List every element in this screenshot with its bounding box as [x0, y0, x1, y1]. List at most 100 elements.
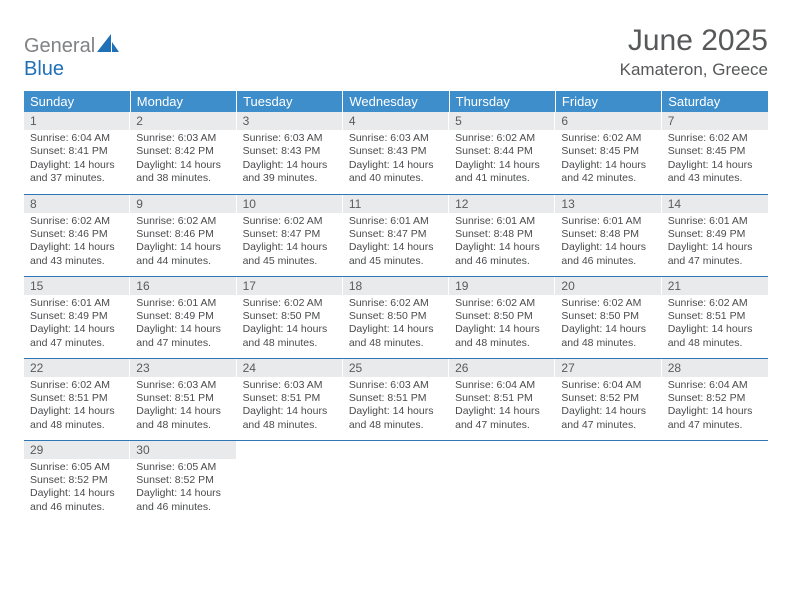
day-number: 26: [449, 359, 555, 377]
day-number: 16: [130, 277, 236, 295]
day-cell: .: [555, 440, 661, 522]
sunrise-text: Sunrise: 6:01 AM: [30, 297, 124, 310]
col-thursday: Thursday: [449, 91, 555, 112]
daylight-text: Daylight: 14 hours: [455, 159, 549, 172]
day-number: 25: [343, 359, 449, 377]
daylight-text: Daylight: 14 hours: [30, 405, 124, 418]
day-cell: 18Sunrise: 6:02 AMSunset: 8:50 PMDayligh…: [343, 276, 449, 358]
daylight-text: and 43 minutes.: [668, 172, 762, 185]
day-cell: 19Sunrise: 6:02 AMSunset: 8:50 PMDayligh…: [449, 276, 555, 358]
day-body: Sunrise: 6:02 AMSunset: 8:50 PMDaylight:…: [343, 295, 449, 355]
daylight-text: Daylight: 14 hours: [668, 323, 762, 336]
logo-word-general: General: [24, 35, 95, 57]
day-cell: 9Sunrise: 6:02 AMSunset: 8:46 PMDaylight…: [130, 194, 236, 276]
week-row: 8Sunrise: 6:02 AMSunset: 8:46 PMDaylight…: [24, 194, 768, 276]
day-number: 3: [237, 112, 343, 130]
daylight-text: Daylight: 14 hours: [243, 323, 337, 336]
daylight-text: and 48 minutes.: [136, 419, 230, 432]
daylight-text: and 43 minutes.: [30, 255, 124, 268]
day-cell: 17Sunrise: 6:02 AMSunset: 8:50 PMDayligh…: [237, 276, 343, 358]
week-row: 22Sunrise: 6:02 AMSunset: 8:51 PMDayligh…: [24, 358, 768, 440]
sunrise-text: Sunrise: 6:05 AM: [136, 461, 230, 474]
day-body: Sunrise: 6:04 AMSunset: 8:52 PMDaylight:…: [555, 377, 661, 437]
calendar-body: 1Sunrise: 6:04 AMSunset: 8:41 PMDaylight…: [24, 112, 768, 522]
daylight-text: Daylight: 14 hours: [561, 159, 655, 172]
daylight-text: Daylight: 14 hours: [349, 323, 443, 336]
daylight-text: Daylight: 14 hours: [136, 405, 230, 418]
daylight-text: and 46 minutes.: [30, 501, 124, 514]
day-number: 21: [662, 277, 768, 295]
sunset-text: Sunset: 8:50 PM: [349, 310, 443, 323]
sunrise-text: Sunrise: 6:05 AM: [30, 461, 124, 474]
day-body: Sunrise: 6:01 AMSunset: 8:48 PMDaylight:…: [449, 213, 555, 273]
sail-icon: [97, 34, 119, 52]
day-cell: 10Sunrise: 6:02 AMSunset: 8:47 PMDayligh…: [237, 194, 343, 276]
day-number: 12: [449, 195, 555, 213]
sunrise-text: Sunrise: 6:02 AM: [30, 215, 124, 228]
daylight-text: and 48 minutes.: [668, 337, 762, 350]
day-cell: 23Sunrise: 6:03 AMSunset: 8:51 PMDayligh…: [130, 358, 236, 440]
header-row: Sunday Monday Tuesday Wednesday Thursday…: [24, 91, 768, 112]
daylight-text: Daylight: 14 hours: [561, 405, 655, 418]
header: General Blue June 2025 Kamateron, Greece: [24, 18, 768, 81]
sunset-text: Sunset: 8:52 PM: [561, 392, 655, 405]
day-cell: 1Sunrise: 6:04 AMSunset: 8:41 PMDaylight…: [24, 112, 130, 194]
daylight-text: and 46 minutes.: [455, 255, 549, 268]
sunrise-text: Sunrise: 6:01 AM: [349, 215, 443, 228]
sunset-text: Sunset: 8:51 PM: [349, 392, 443, 405]
daylight-text: and 47 minutes.: [455, 419, 549, 432]
daylight-text: and 45 minutes.: [349, 255, 443, 268]
daylight-text: Daylight: 14 hours: [243, 241, 337, 254]
sunrise-text: Sunrise: 6:04 AM: [30, 132, 124, 145]
sunset-text: Sunset: 8:51 PM: [455, 392, 549, 405]
col-monday: Monday: [130, 91, 236, 112]
day-number: 29: [24, 441, 130, 459]
daylight-text: and 45 minutes.: [243, 255, 337, 268]
daylight-text: Daylight: 14 hours: [561, 323, 655, 336]
daylight-text: Daylight: 14 hours: [349, 159, 443, 172]
day-number: 7: [662, 112, 768, 130]
day-cell: 12Sunrise: 6:01 AMSunset: 8:48 PMDayligh…: [449, 194, 555, 276]
page: General Blue June 2025 Kamateron, Greece…: [0, 0, 792, 612]
day-number: 9: [130, 195, 236, 213]
daylight-text: and 40 minutes.: [349, 172, 443, 185]
day-body: Sunrise: 6:02 AMSunset: 8:50 PMDaylight:…: [449, 295, 555, 355]
day-cell: 24Sunrise: 6:03 AMSunset: 8:51 PMDayligh…: [237, 358, 343, 440]
daylight-text: Daylight: 14 hours: [455, 405, 549, 418]
sunset-text: Sunset: 8:44 PM: [455, 145, 549, 158]
col-friday: Friday: [555, 91, 661, 112]
daylight-text: and 47 minutes.: [561, 419, 655, 432]
day-body: Sunrise: 6:02 AMSunset: 8:51 PMDaylight:…: [662, 295, 768, 355]
daylight-text: Daylight: 14 hours: [668, 241, 762, 254]
daylight-text: Daylight: 14 hours: [30, 487, 124, 500]
day-number: 5: [449, 112, 555, 130]
daylight-text: Daylight: 14 hours: [668, 405, 762, 418]
daylight-text: Daylight: 14 hours: [668, 159, 762, 172]
day-cell: 6Sunrise: 6:02 AMSunset: 8:45 PMDaylight…: [555, 112, 661, 194]
daylight-text: Daylight: 14 hours: [30, 241, 124, 254]
day-cell: 11Sunrise: 6:01 AMSunset: 8:47 PMDayligh…: [343, 194, 449, 276]
day-body: Sunrise: 6:04 AMSunset: 8:51 PMDaylight:…: [449, 377, 555, 437]
daylight-text: and 42 minutes.: [561, 172, 655, 185]
sunrise-text: Sunrise: 6:04 AM: [455, 379, 549, 392]
day-body: Sunrise: 6:03 AMSunset: 8:42 PMDaylight:…: [130, 130, 236, 190]
day-body: Sunrise: 6:01 AMSunset: 8:47 PMDaylight:…: [343, 213, 449, 273]
day-cell: 29Sunrise: 6:05 AMSunset: 8:52 PMDayligh…: [24, 440, 130, 522]
sunset-text: Sunset: 8:43 PM: [349, 145, 443, 158]
day-cell: 3Sunrise: 6:03 AMSunset: 8:43 PMDaylight…: [237, 112, 343, 194]
day-body: Sunrise: 6:02 AMSunset: 8:51 PMDaylight:…: [24, 377, 130, 437]
sunset-text: Sunset: 8:43 PM: [243, 145, 337, 158]
sunset-text: Sunset: 8:45 PM: [561, 145, 655, 158]
day-number: 4: [343, 112, 449, 130]
day-cell: 4Sunrise: 6:03 AMSunset: 8:43 PMDaylight…: [343, 112, 449, 194]
sunrise-text: Sunrise: 6:03 AM: [136, 132, 230, 145]
day-number: 22: [24, 359, 130, 377]
day-body: Sunrise: 6:04 AMSunset: 8:52 PMDaylight:…: [662, 377, 768, 437]
daylight-text: Daylight: 14 hours: [243, 159, 337, 172]
day-body: Sunrise: 6:01 AMSunset: 8:49 PMDaylight:…: [130, 295, 236, 355]
day-cell: 16Sunrise: 6:01 AMSunset: 8:49 PMDayligh…: [130, 276, 236, 358]
daylight-text: and 48 minutes.: [243, 419, 337, 432]
day-body: Sunrise: 6:02 AMSunset: 8:46 PMDaylight:…: [130, 213, 236, 273]
day-number: 23: [130, 359, 236, 377]
day-cell: 14Sunrise: 6:01 AMSunset: 8:49 PMDayligh…: [662, 194, 768, 276]
